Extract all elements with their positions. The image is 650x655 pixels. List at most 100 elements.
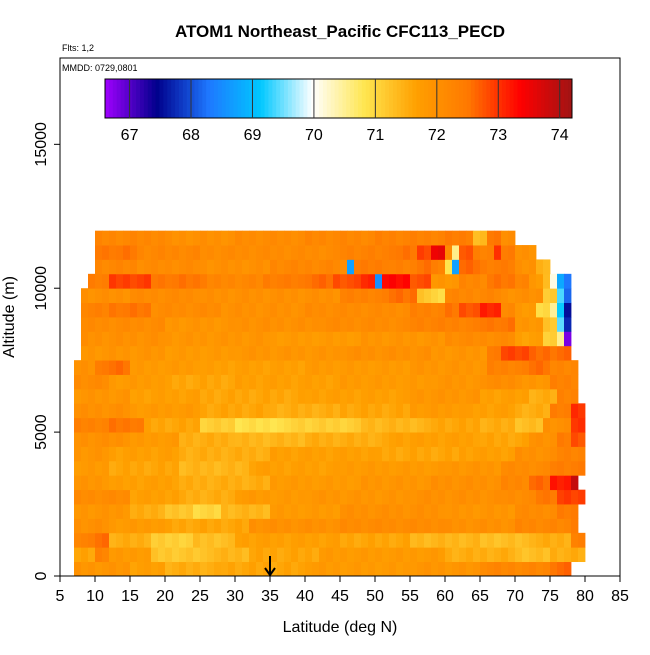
heatmap-cell [284,245,292,260]
heatmap-cell [431,561,439,577]
heatmap-cell [95,230,103,246]
heatmap-cell [403,388,411,404]
heatmap-cell [221,547,229,563]
heatmap-cell [277,302,285,318]
heatmap-cell [452,417,460,433]
heatmap-cell [312,230,320,246]
heatmap-cell [368,245,376,260]
heatmap-cell [102,432,110,447]
heatmap-cell [508,245,516,260]
heatmap-cell [221,388,229,404]
heatmap-cell [165,360,173,375]
heatmap-cell [466,374,474,390]
heatmap-cell [186,374,194,390]
x-tick-label: 35 [261,588,279,605]
heatmap-cell [144,288,152,304]
heatmap-cell [508,403,516,419]
heatmap-cell [452,273,460,289]
heatmap-cell [179,547,187,563]
heatmap-cell [326,331,334,347]
heatmap-cell [200,288,208,304]
heatmap-cell [130,374,138,390]
heatmap-cell [179,360,187,375]
heatmap-cell [186,317,194,332]
heatmap-cell [179,518,187,534]
heatmap-cell [445,532,453,548]
colorbar-swatch [354,79,359,118]
heatmap-cell [501,360,509,375]
heatmap-cell [123,460,131,476]
heatmap-cell [361,331,369,347]
colorbar-swatch [295,79,301,118]
heatmap-cell [347,317,355,332]
heatmap-cell [95,360,103,375]
heatmap-cell [375,547,383,563]
heatmap-cell [312,532,320,548]
colorbar-swatch [513,79,519,118]
heatmap-cell [543,561,551,577]
heatmap-cell [165,518,173,534]
heatmap-cell [396,475,404,491]
heatmap-cell [298,288,306,304]
colorbar-swatch [112,79,118,118]
heatmap-cell [557,532,565,548]
y-tick-label: 0 [33,571,50,580]
heatmap-cell [270,417,278,433]
heatmap-cell [326,432,334,447]
heatmap-cell [501,302,509,318]
heatmap-cell [319,475,327,491]
heatmap-cell [179,460,187,476]
heatmap-cell [452,489,460,505]
heatmap-cell [249,230,257,246]
heatmap-cell [319,288,327,304]
heatmap-cell [431,259,439,275]
heatmap-cell [235,518,243,534]
heatmap-cell [123,403,131,419]
heatmap-cell [298,245,306,260]
colorbar-swatch [140,79,145,118]
heatmap-cell [228,432,236,447]
heatmap-cell [95,518,103,534]
heatmap-cell [193,432,201,447]
heatmap-cell [382,532,390,548]
colorbar-swatch [198,79,203,118]
heatmap-cell [564,288,572,304]
heatmap-cell [130,446,138,462]
heatmap-cell [389,504,397,519]
heatmap-cell [144,259,152,275]
heatmap-cell [333,403,341,419]
heatmap-cell [228,417,236,433]
heatmap-cell [354,345,362,361]
heatmap-cell [81,432,89,447]
heatmap-cell [515,259,523,275]
heatmap-cell [256,345,264,361]
heatmap-cell [473,489,481,505]
heatmap-cell [137,432,145,447]
heatmap-cell [466,230,474,246]
heatmap-cell [417,388,425,404]
heatmap-cell [88,273,96,289]
heatmap-cell [487,518,495,534]
heatmap-cell [123,417,131,433]
heatmap-cell [410,504,418,519]
heatmap-cell [312,302,320,318]
heatmap-cell [529,475,537,491]
heatmap-cell [221,403,229,419]
heatmap-cell [263,331,271,347]
heatmap-cell [130,547,138,563]
heatmap-cell [410,331,418,347]
heatmap-cell [151,388,159,404]
heatmap-cell [452,504,460,519]
heatmap-cell [123,532,131,548]
heatmap-cell [347,504,355,519]
heatmap-cell [74,446,82,462]
heatmap-cell [193,331,201,347]
heatmap-cell [305,446,313,462]
heatmap-cell [466,432,474,447]
colorbar-swatch [338,79,343,118]
heatmap-cell [116,561,124,577]
heatmap-cell [361,403,369,419]
heatmap-cell [95,561,103,577]
heatmap-cell [431,388,439,404]
